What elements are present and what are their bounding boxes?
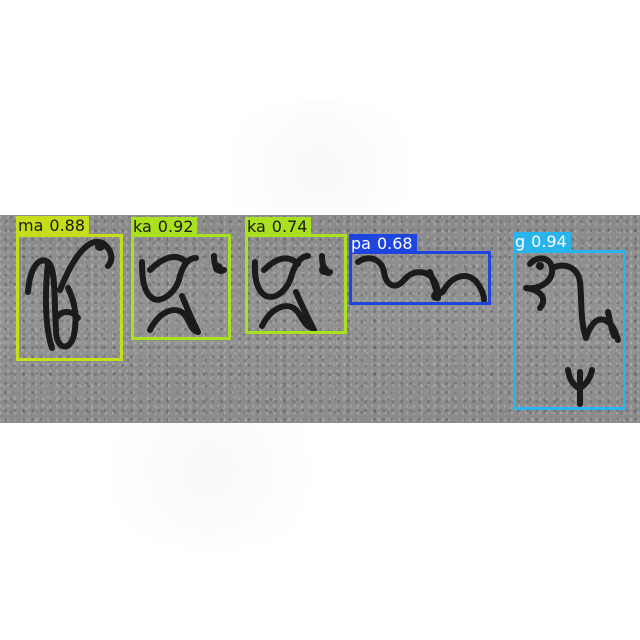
detection-label-ma: ma 0.88 (16, 216, 90, 235)
detection-label-g: g 0.94 (513, 232, 571, 251)
glyph-ma (25, 238, 115, 351)
confidence-score: 0.92 (157, 217, 194, 236)
detection-box-pa (349, 251, 491, 305)
confidence-score: 0.88 (49, 216, 86, 235)
detection-label-ka: ka 0.74 (245, 217, 312, 236)
detection-box-ka (245, 234, 347, 334)
class-name: g (515, 232, 526, 251)
class-name: pa (351, 234, 371, 253)
detection-box-g (513, 250, 626, 410)
glyph-g (523, 255, 621, 407)
confidence-score: 0.94 (531, 232, 567, 251)
detection-box-ma (16, 234, 123, 361)
class-name: ma (18, 216, 44, 235)
detection-label-pa: pa 0.68 (349, 234, 417, 253)
glyph-ka-1 (139, 253, 227, 335)
confidence-score: 0.68 (376, 234, 413, 253)
confidence-score: 0.74 (271, 217, 308, 236)
glyph-ka-2 (251, 253, 333, 333)
class-name: ka (133, 217, 152, 236)
class-name: ka (247, 217, 266, 236)
glyph-pa (355, 255, 487, 303)
detection-label-ka: ka 0.92 (131, 217, 198, 236)
detection-box-ka (131, 234, 231, 340)
